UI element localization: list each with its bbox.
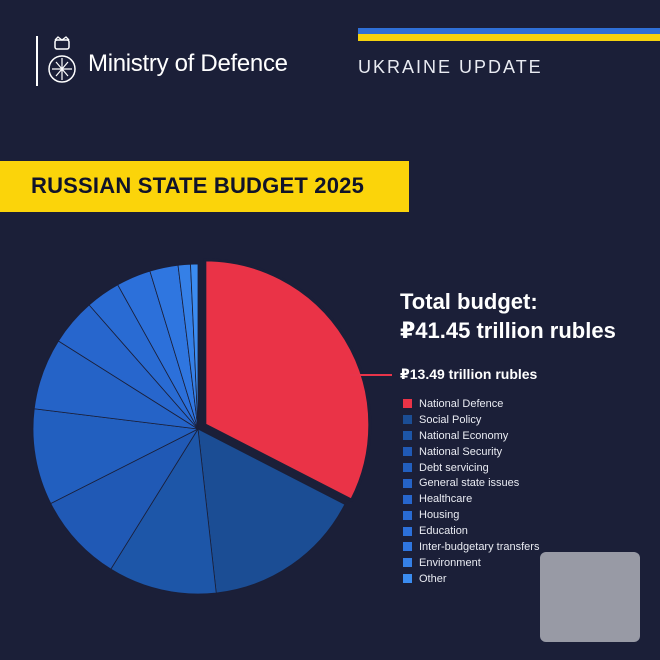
legend-item: Inter-budgetary transfers <box>403 539 539 555</box>
legend-swatch <box>403 510 412 520</box>
section-label: UKRAINE UPDATE <box>358 57 543 77</box>
defence-callout-line <box>350 374 392 376</box>
legend-swatch <box>403 494 412 504</box>
legend-item: Healthcare <box>403 491 539 507</box>
total-budget-label: Total budget: <box>400 289 538 314</box>
legend-label: National Security <box>419 445 503 458</box>
legend-swatch <box>403 526 412 536</box>
legend-item: Environment <box>403 555 539 571</box>
legend-swatch <box>403 447 412 457</box>
legend-swatch <box>403 574 412 584</box>
legend-item: National Security <box>403 444 539 460</box>
legend-item: National Economy <box>403 428 539 444</box>
pie-slice-other <box>190 263 199 430</box>
budget-pie-chart <box>32 258 372 595</box>
logo-divider <box>36 36 38 86</box>
pie-slice-debt-servicing <box>32 408 200 505</box>
legend-swatch <box>403 463 412 472</box>
legend-swatch <box>403 415 412 425</box>
pie-slice-social-policy <box>197 428 346 594</box>
legend-label: Social Policy <box>419 413 482 426</box>
mod-crest-icon <box>48 36 76 83</box>
legend-item: Housing <box>403 507 539 523</box>
legend-item: Debt servicing <box>403 460 539 476</box>
legend-label: Debt servicing <box>419 461 489 474</box>
legend-item: Social Policy <box>403 412 539 428</box>
pie-slice-national-security <box>50 427 200 570</box>
legend-label: Education <box>419 525 468 538</box>
watermark <box>540 552 640 642</box>
legend-item: National Defence <box>403 396 539 412</box>
legend-label: General state issues <box>419 477 520 490</box>
legend-label: Environment <box>419 556 481 569</box>
legend-label: Inter-budgetary transfers <box>419 540 540 553</box>
legend-label: National Economy <box>419 429 509 442</box>
pie-slice-national-defence <box>203 258 372 503</box>
pie-slice-national-economy <box>110 427 217 595</box>
legend-swatch <box>403 558 412 568</box>
chart-title: RUSSIAN STATE BUDGET 2025 <box>31 173 365 198</box>
legend-item: General state issues <box>403 475 539 491</box>
legend-item: Education <box>403 523 539 539</box>
legend-label: National Defence <box>419 397 504 410</box>
legend-swatch <box>403 399 412 409</box>
ukraine-flag-yellow-stripe <box>358 34 660 41</box>
legend-swatch <box>403 542 412 552</box>
chart-legend: National Defence Social Policy National Ec… <box>403 396 539 587</box>
legend-label: Other <box>419 572 447 585</box>
legend-label: Housing <box>419 509 460 522</box>
ukraine-flag-blue-stripe <box>358 28 660 34</box>
legend-item: Other <box>403 571 539 587</box>
legend-label: Healthcare <box>419 493 473 506</box>
defence-callout-label: ₽13.49 trillion rubles <box>400 366 538 382</box>
legend-swatch <box>403 431 412 441</box>
total-budget-value: ₽41.45 trillion rubles <box>400 318 616 343</box>
title-banner <box>0 161 409 212</box>
legend-swatch <box>403 478 412 488</box>
brand-name: Ministry of Defence <box>88 50 288 77</box>
